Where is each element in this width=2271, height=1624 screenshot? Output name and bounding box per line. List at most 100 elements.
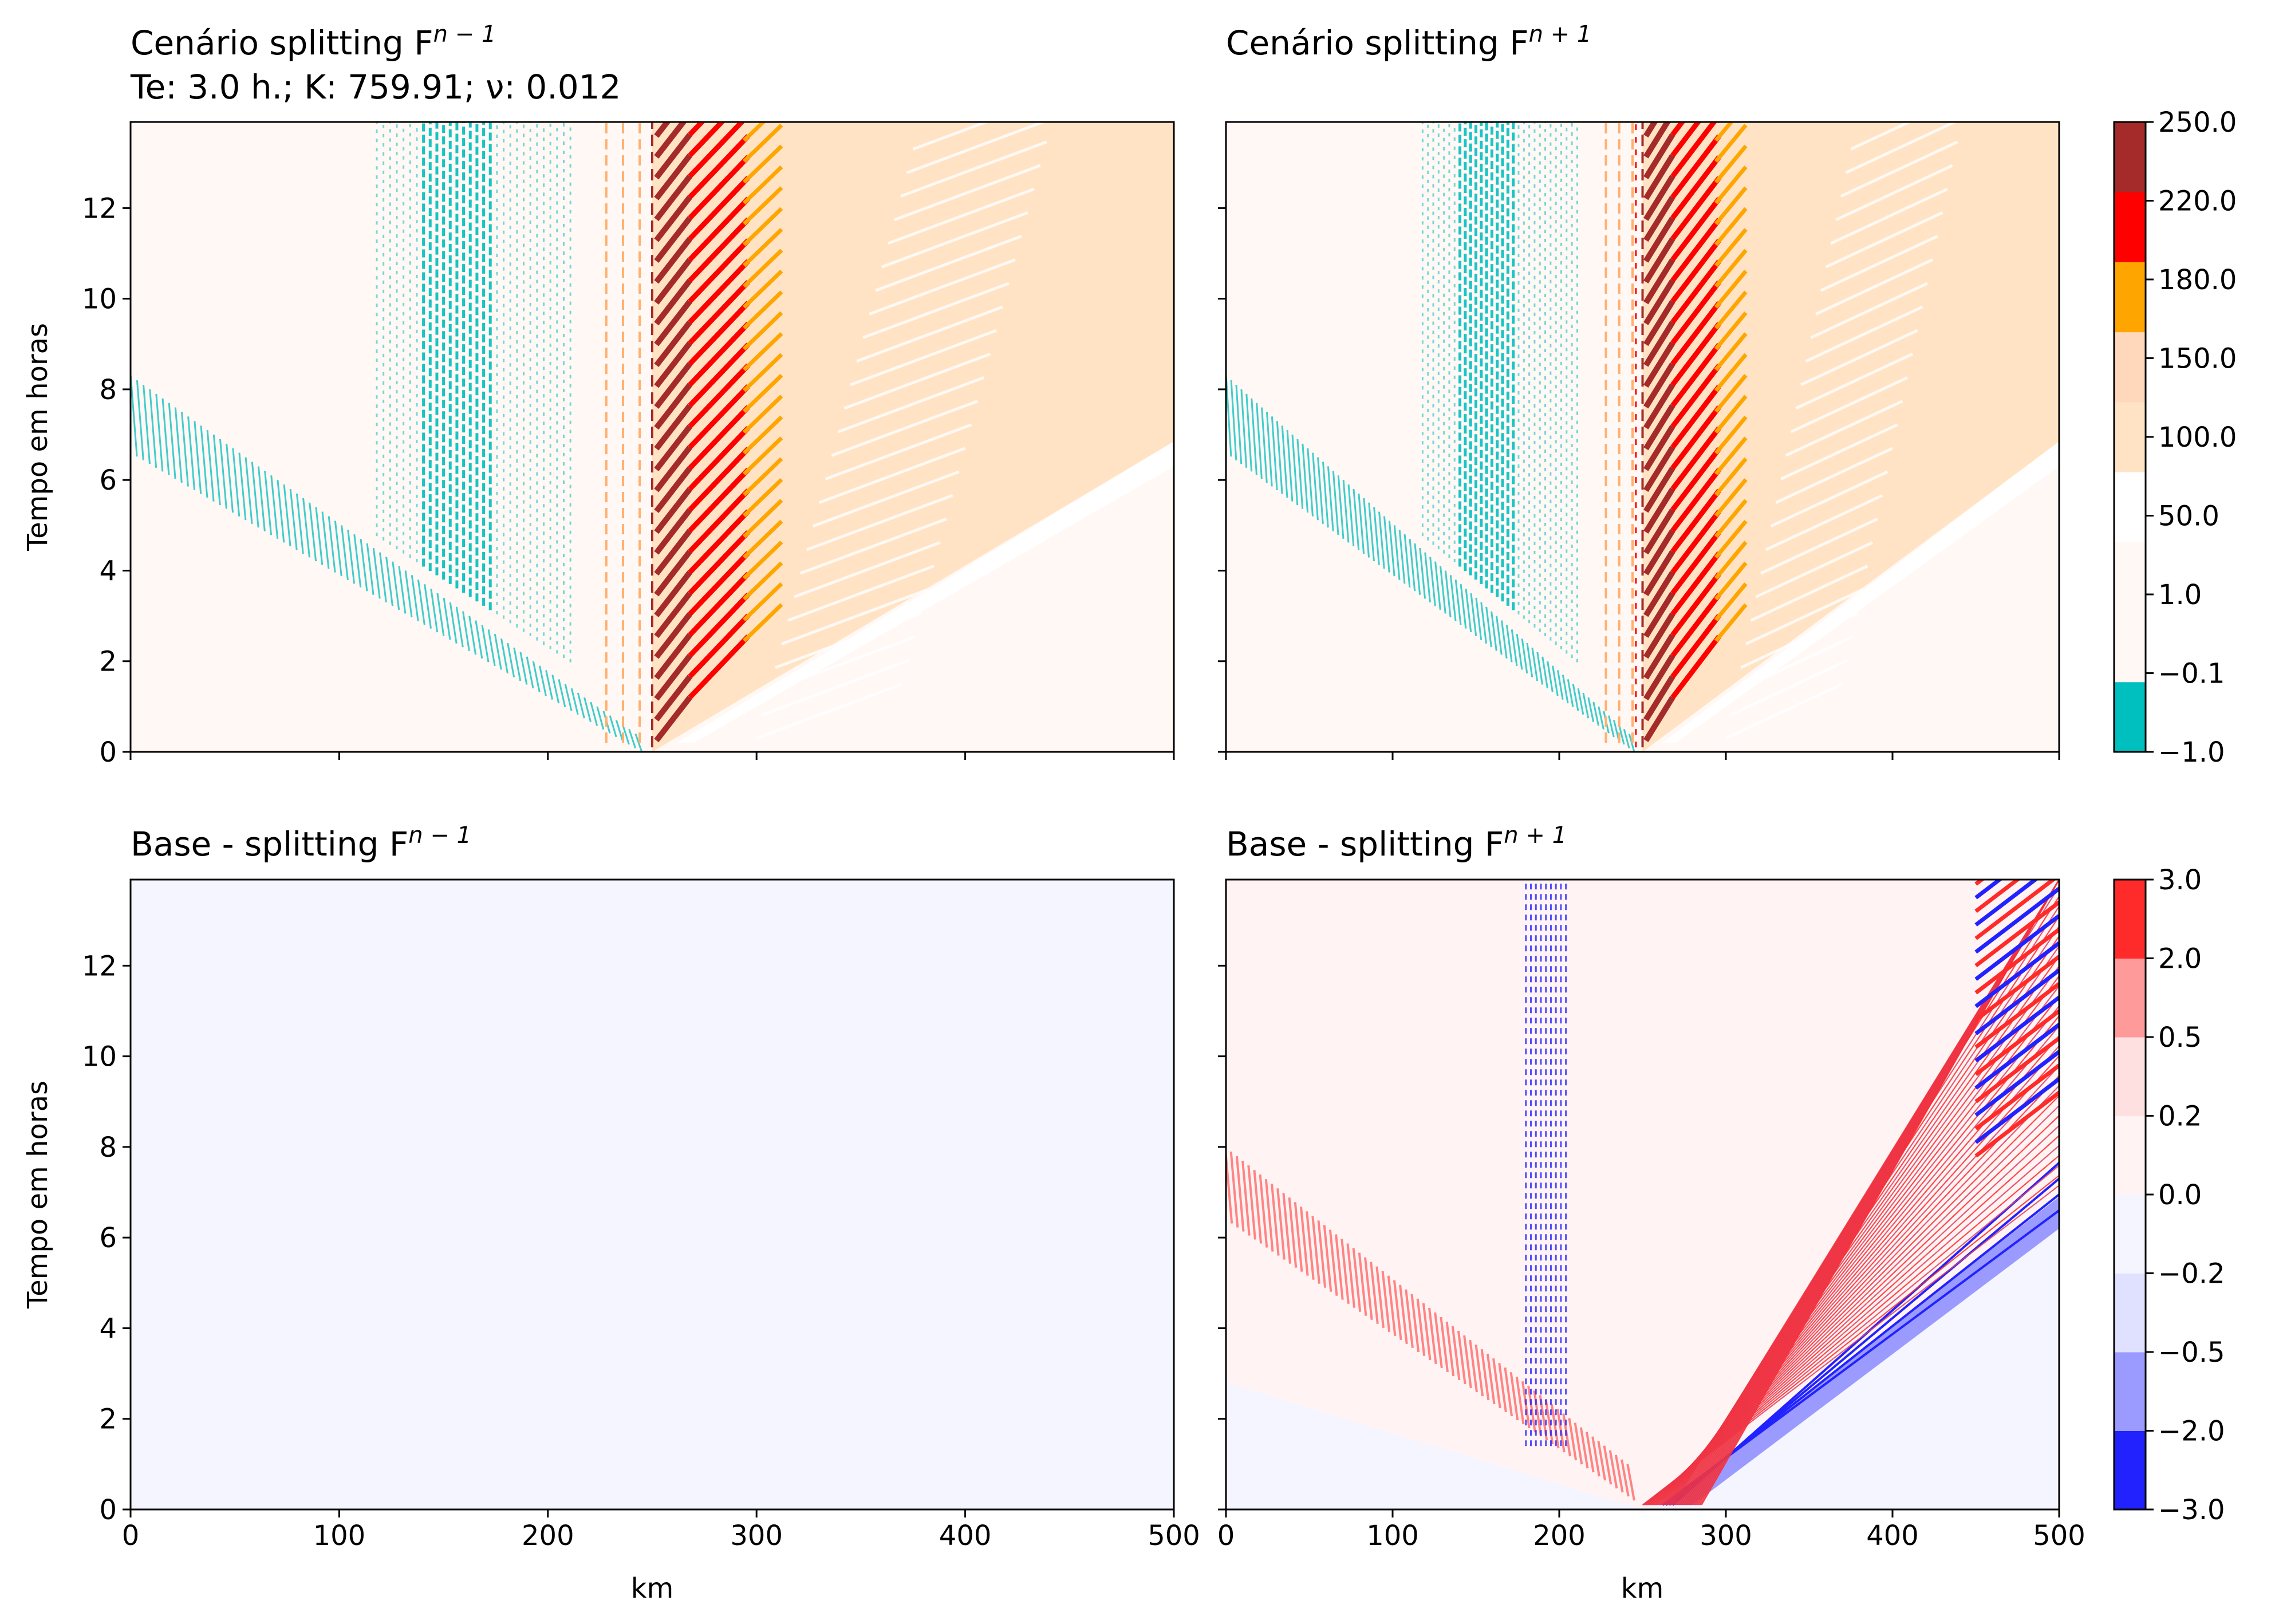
wave-streak [1780, 423, 1898, 480]
dispersive-wave-mark [1526, 642, 1533, 677]
wave-streak [1735, 635, 1854, 693]
wave-streak [843, 352, 991, 410]
high-value-stripe [654, 404, 692, 451]
dispersive-wave-mark [174, 407, 183, 483]
high-value-stripe [1643, 508, 1675, 555]
high-value-stripe [654, 695, 692, 743]
mid-value-stripe [744, 84, 782, 120]
high-value-stripe [688, 176, 750, 241]
colorbar-top: −1.0 −0.1 1.0 50.0 100.0 150.0 180.0 220.0 250.0 [2113, 107, 2237, 768]
left-wave-mark [1486, 1353, 1496, 1405]
dispersive-wave-mark [270, 475, 279, 539]
high-value-stripe [654, 122, 671, 138]
dispersive-wave-mark [455, 606, 464, 648]
mid-value-stripe [1714, 144, 1748, 184]
x-tick-label: 0 [1217, 1520, 1235, 1552]
dispersive-wave-mark [1226, 376, 1232, 457]
high-value-stripe [654, 341, 692, 388]
high-value-stripe [654, 529, 692, 576]
left-wave-mark [1457, 1330, 1466, 1385]
hatched-block-line [1974, 880, 2039, 927]
high-value-stripe [654, 174, 692, 222]
high-value-stripe [1643, 195, 1675, 242]
dispersive-wave-mark [200, 425, 208, 498]
dispersive-wave-mark [1587, 697, 1595, 723]
high-value-stripe [1643, 612, 1675, 659]
left-wave-mark [1509, 1372, 1519, 1421]
left-wave-mark [1568, 1418, 1578, 1461]
mid-value-stripe [744, 0, 782, 36]
high-value-stripe [688, 259, 750, 324]
wave-streak [1845, 122, 1958, 174]
high-value-stripe [688, 122, 726, 157]
x-tick-label: 0 [122, 1520, 140, 1552]
front-wedge [677, 441, 1174, 743]
colorbar-segment [2114, 542, 2146, 613]
wave-streak [1805, 305, 1923, 363]
left-wave-mark [1311, 1216, 1320, 1284]
high-value-stripe [688, 155, 750, 220]
mid-value-stripe [744, 42, 782, 78]
mid-value-stripe [1714, 436, 1748, 476]
dispersive-wave-mark [481, 625, 490, 663]
colorbar-tick-label: 180.0 [2158, 264, 2237, 296]
dispersive-wave-mark [1230, 380, 1237, 460]
dispersive-wave-mark [398, 566, 407, 614]
dispersive-wave-mark [341, 525, 349, 580]
y-tick-label: 6 [99, 464, 117, 496]
high-value-stripe [1643, 404, 1675, 451]
high-value-stripe [1670, 155, 1721, 220]
high-value-stripe [1670, 218, 1721, 282]
high-value-stripe [1670, 176, 1721, 241]
high-value-stripe [1670, 122, 1717, 178]
high-value-stripe [1643, 550, 1675, 597]
high-value-stripe [688, 238, 750, 303]
mid-value-stripe [742, 228, 783, 267]
dispersive-wave-mark [1373, 507, 1380, 565]
high-value-stripe [654, 320, 692, 368]
dispersive-wave-mark [1460, 584, 1467, 629]
y-tick-label: 6 [99, 1222, 117, 1254]
mid-value-stripe [742, 541, 783, 580]
xlabel-bottom-right: km [1621, 1572, 1664, 1605]
wave-streak [768, 635, 916, 693]
dispersive-wave-mark [206, 429, 215, 502]
hatched-block-line [1974, 1036, 2059, 1103]
dispersive-wave-mark [615, 720, 624, 741]
dispersive-wave-mark [1480, 602, 1487, 644]
dispersive-wave-mark [1296, 439, 1304, 509]
high-value-stripe [654, 299, 692, 346]
x-tick-label: 100 [313, 1520, 366, 1552]
colorbar-bottom: −3.0 −2.0 −0.5 −0.2 0.0 0.2 0.5 2.0 3.0 [2113, 864, 2225, 1526]
left-wave-mark [1422, 1303, 1432, 1361]
colorbar-segment [2114, 262, 2146, 333]
high-value-stripe [654, 195, 692, 242]
hatched-block-line [1974, 887, 2059, 954]
colorbar-tick-label: −1.0 [2158, 736, 2225, 768]
dispersive-wave-mark [468, 616, 477, 655]
high-value-stripe [688, 363, 750, 428]
left-wave-mark [1544, 1400, 1554, 1445]
high-value-stripe [688, 196, 750, 262]
mid-value-stripe [1714, 311, 1748, 350]
axis-ticks: 0 2 4 6 8 10 12 0 100 200 300 400 500 0 2 4 6 8 10 12 0 100 20… [82, 192, 2085, 1552]
dispersive-wave-mark [277, 480, 285, 543]
wave-streak [756, 682, 904, 740]
high-value-stripe [688, 447, 750, 512]
high-value-stripe [688, 509, 750, 574]
wave-streak [818, 447, 966, 504]
y-tick-label: 4 [99, 555, 117, 587]
mid-value-stripe [1714, 332, 1748, 372]
colorbar-segment [2114, 958, 2146, 1038]
mid-value-stripe [742, 457, 783, 496]
wave-streak [1835, 164, 1953, 222]
left-wave-mark [1381, 1271, 1391, 1333]
dispersive-wave-mark [1511, 629, 1518, 667]
wave-streak [837, 376, 985, 433]
dispersive-wave-mark [532, 661, 541, 692]
hatched-block-line [1974, 880, 1985, 886]
hatched-block-line [1974, 968, 2059, 1035]
dispersive-wave-mark [392, 561, 400, 610]
high-value-stripe [1643, 258, 1675, 305]
high-value-stripe [688, 342, 750, 408]
